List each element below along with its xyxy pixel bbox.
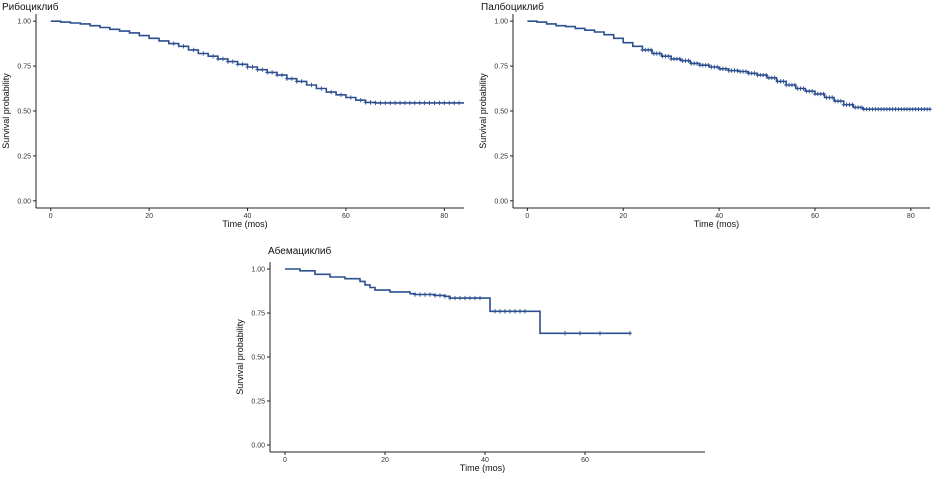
survival-curve [50,20,464,104]
y-tick-label: 0.00 [251,442,265,449]
y-tick-label: 1.00 [251,267,265,274]
x-tick-label: 0 [525,213,529,220]
y-tick-label: 0.75 [251,311,265,318]
x-tick-label: 40 [481,457,489,464]
y-axis-label: Survival probability [478,73,488,149]
y-tick-label: 1.00 [17,19,31,26]
panel-title: Рибоциклиб [2,1,59,13]
y-axis-label: Survival probability [235,319,245,395]
x-tick-label: 60 [811,213,819,220]
y-tick-label: 0.25 [494,153,508,160]
x-tick-label: 20 [619,213,627,220]
y-tick-label: 0.75 [494,64,508,71]
x-tick-label: 60 [581,457,589,464]
y-tick-label: 0.00 [494,198,508,205]
y-tick-label: 0.25 [17,153,31,160]
y-tick-label: 0.75 [17,64,31,71]
x-tick-label: 0 [49,213,53,220]
x-tick-label: 80 [907,213,915,220]
y-tick-label: 0.25 [251,398,265,405]
x-tick-label: 40 [715,213,723,220]
km-panel-2: Палбоциклиб 0.00 0.25 0.50 0.75 1.00 0 20 40 60 80… [478,1,932,229]
y-tick-label: 0.50 [494,109,508,116]
x-tick-label: 20 [381,457,389,464]
x-axis-label: Time (mos) [460,463,505,473]
x-tick-label: 0 [283,457,287,464]
panel-title: Абемациклиб [268,245,332,257]
km-panel-3: Абемациклиб 0.00 0.25 0.50 0.75 1.00 0 20 40 60 Ti… [235,245,705,473]
x-axis-label: Time (mos) [222,219,267,229]
y-tick-label: 0.50 [17,109,31,116]
survival-curve [527,20,930,110]
y-tick-label: 0.00 [17,198,31,205]
x-tick-label: 60 [342,213,350,220]
x-tick-label: 20 [145,213,153,220]
x-tick-label: 40 [244,213,252,220]
survival-curve [285,268,630,335]
x-tick-label: 80 [440,213,448,220]
y-tick-label: 0.50 [251,355,265,362]
x-axis-label: Time (mos) [694,219,739,229]
y-axis-label: Survival probability [1,73,11,149]
km-panel-1: Рибоциклиб 0.00 0.25 0.50 0.75 1.00 0 20 40 60 80 T… [1,1,464,229]
y-tick-label: 1.00 [494,19,508,26]
panel-title: Палбоциклиб [481,1,544,13]
